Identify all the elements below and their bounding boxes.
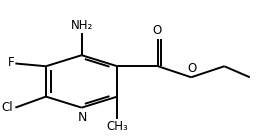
Text: Cl: Cl [2, 101, 13, 114]
Text: O: O [152, 24, 161, 37]
Text: NH₂: NH₂ [70, 19, 93, 32]
Text: F: F [8, 56, 14, 69]
Text: N: N [78, 111, 88, 124]
Text: O: O [188, 62, 197, 75]
Text: CH₃: CH₃ [106, 120, 128, 133]
